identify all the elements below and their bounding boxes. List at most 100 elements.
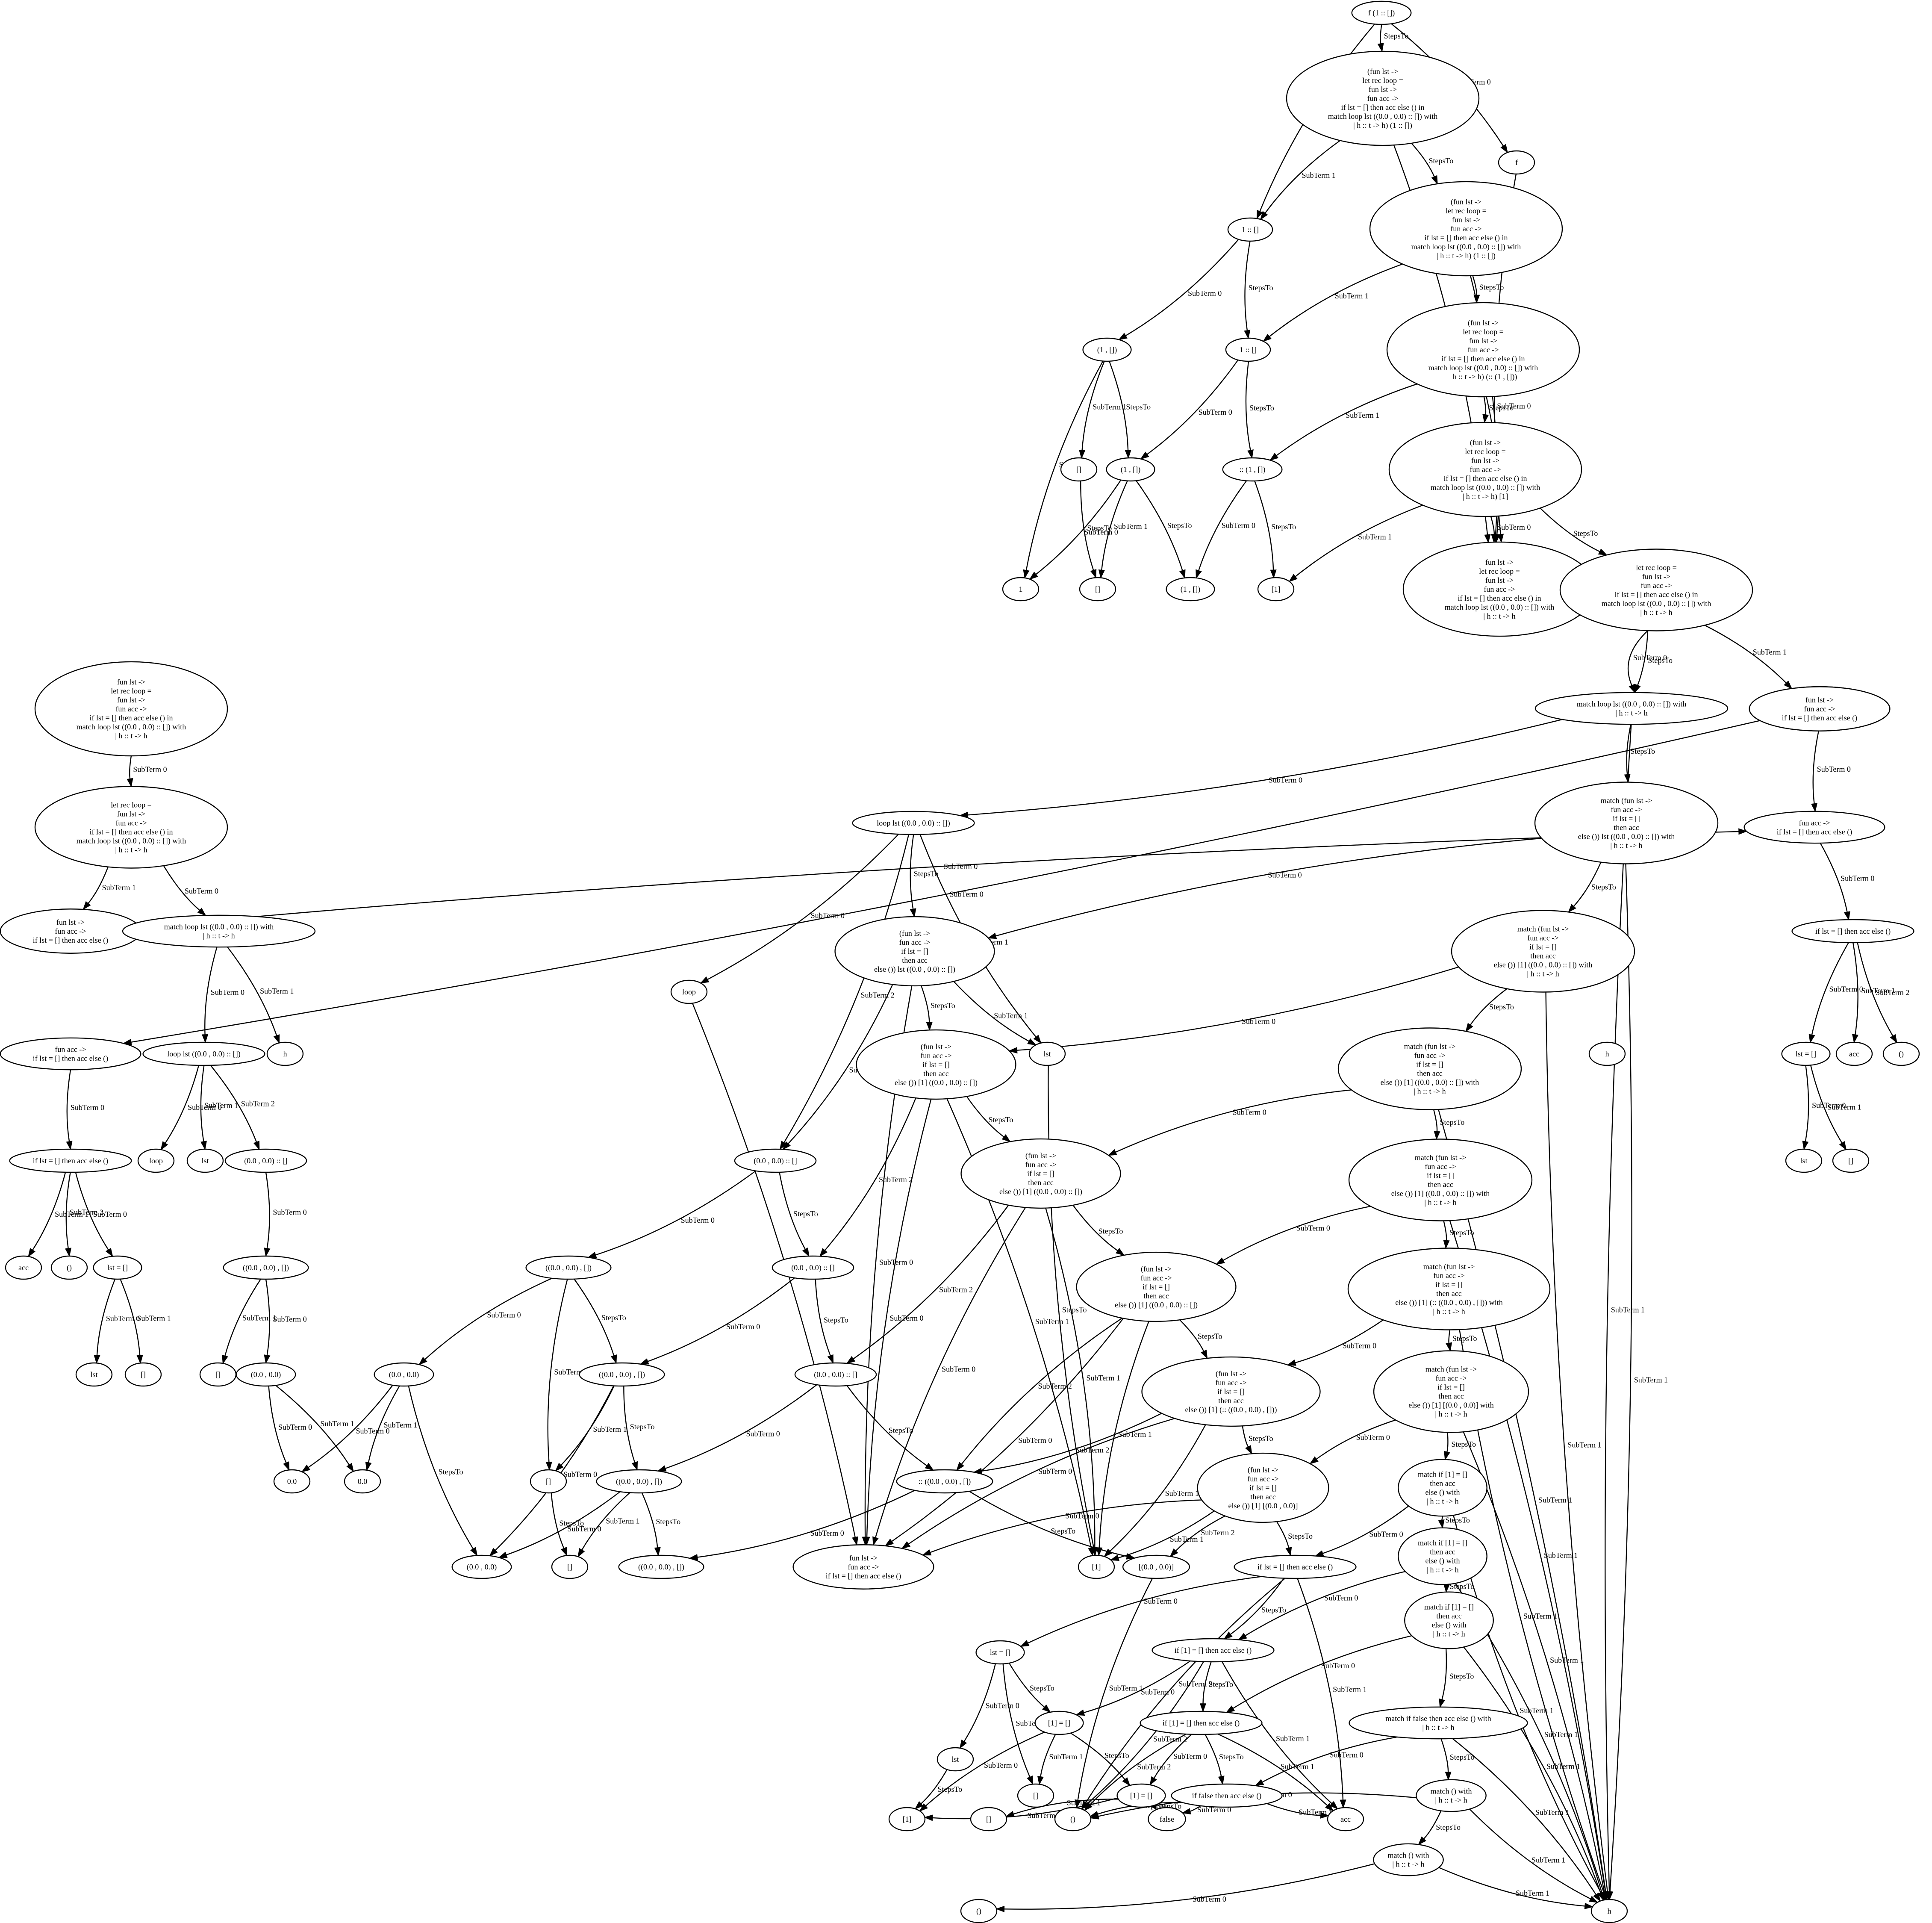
node-label-line: () xyxy=(1899,1050,1904,1059)
edge: StepsTo xyxy=(846,1385,934,1471)
edge: SubTerm 0 xyxy=(1255,1736,1398,1786)
edge-arrowhead xyxy=(577,1548,585,1557)
node-label-line: [1] xyxy=(1092,1563,1101,1571)
edge-line xyxy=(1115,1089,1352,1153)
graph-node: f xyxy=(1498,150,1535,175)
node-ellipse xyxy=(1017,1783,1054,1808)
edge-arrowhead xyxy=(959,1740,967,1749)
edge-arrowhead xyxy=(82,901,91,910)
edge-line xyxy=(224,1279,261,1356)
node-ellipse xyxy=(1060,457,1098,482)
edge: SubTerm 0 xyxy=(922,1499,1202,1556)
node-label-line: if [1] = [] then acc else () xyxy=(1163,1719,1240,1728)
edge: SubTerm 1 xyxy=(1221,1661,1338,1810)
node-label-line: if lst = [] xyxy=(1435,1280,1463,1289)
edge-line xyxy=(1077,1578,1153,1801)
edge-line xyxy=(1811,942,1849,1035)
edge: SubTerm 0 xyxy=(700,834,899,984)
node-label-line: () xyxy=(976,1907,981,1916)
edge-arrowhead xyxy=(28,1248,35,1257)
node-ellipse xyxy=(1386,302,1580,398)
edge-label: SubTerm 1 xyxy=(593,1425,627,1433)
edge-label: StepsTo xyxy=(1288,1532,1313,1540)
graph-node: fun lst ->fun acc ->if lst = [] then acc… xyxy=(792,1544,934,1590)
node-label-line: else ()) lst ((0.0 , 0.0) :: []) with xyxy=(1578,832,1675,841)
edge-line xyxy=(1490,516,1495,535)
edge-arrowhead xyxy=(1482,414,1489,424)
node-ellipse xyxy=(1337,1027,1522,1110)
node-label-line: if lst = [] then acc else () xyxy=(33,1156,109,1165)
edge: SubTerm 1 xyxy=(1262,263,1403,342)
edge-line xyxy=(1266,1803,1321,1816)
edge-arrowhead xyxy=(1037,1776,1044,1785)
edge: SubTerm 0 xyxy=(995,1863,1375,1912)
node-label-line: then acc xyxy=(1614,823,1639,832)
edge-arrowhead xyxy=(1444,1451,1450,1460)
edge-arrowhead xyxy=(924,1814,933,1821)
node-ellipse xyxy=(1559,549,1753,631)
node-label-line: fun acc -> xyxy=(1425,1162,1456,1171)
node-label-line: fun acc -> xyxy=(1215,1378,1246,1387)
edge: SubTerm 0 xyxy=(1490,516,1531,543)
edge-label: SubTerm 1 xyxy=(204,1101,238,1110)
edge-arrowhead xyxy=(160,1141,168,1150)
edge-arrowhead xyxy=(827,1354,834,1364)
node-label-line: match (fun lst -> xyxy=(1517,924,1569,933)
edge-label: SubTerm 1 xyxy=(1861,986,1895,995)
graph-node: if lst = [] then acc else () xyxy=(9,1148,132,1173)
node-ellipse xyxy=(1286,50,1480,146)
edge-label: StepsTo xyxy=(1030,1684,1054,1692)
node-label-line: then acc xyxy=(1436,1289,1461,1298)
node-ellipse xyxy=(344,1469,381,1494)
edge-arrowhead xyxy=(919,1803,928,1812)
node-label-line: let rec loop = xyxy=(111,687,152,695)
edge-line xyxy=(227,947,277,1036)
edge-label: SubTerm 0 xyxy=(889,1314,923,1322)
node-ellipse xyxy=(960,1899,998,1923)
edge-label: StepsTo xyxy=(656,1517,680,1526)
edge: StepsTo xyxy=(1254,481,1296,579)
edge-line xyxy=(787,984,893,1144)
edge-line xyxy=(1242,1426,1249,1447)
edge-label: SubTerm 0 xyxy=(984,1761,1018,1770)
edge: StepsTo xyxy=(815,1279,848,1364)
edge-arrowhead xyxy=(819,1248,828,1257)
edge-line xyxy=(96,1279,116,1356)
node-label-line: if lst = [] then acc else () in xyxy=(1424,233,1508,242)
node-ellipse xyxy=(186,1148,224,1173)
edge: SubTerm 0 xyxy=(1808,942,1863,1044)
graph-node: acc xyxy=(5,1255,42,1280)
edge: SubTerm 0 xyxy=(264,1172,307,1257)
node-label-line: fun acc -> xyxy=(1247,1475,1278,1483)
graph-node: [1] xyxy=(1257,577,1295,602)
node-label-line: fun acc -> xyxy=(55,1045,86,1053)
edge: SubTerm 1 xyxy=(577,1492,640,1557)
node-ellipse xyxy=(1534,782,1719,864)
node-label-line: (0.0 , 0.0) :: [] xyxy=(754,1156,797,1165)
edge: SubTerm 0 xyxy=(202,947,244,1044)
edge: SubTerm 0 xyxy=(94,1279,140,1364)
graph-node: f (1 :: []) xyxy=(1351,0,1412,25)
node-label-line: match loop lst ((0.0 , 0.0) :: []) with xyxy=(1328,112,1437,121)
edge-arrowhead xyxy=(1033,1035,1042,1044)
edge-label: StepsTo xyxy=(1489,404,1514,412)
edge-arrowhead xyxy=(1839,1141,1847,1150)
edge-arrowhead xyxy=(639,1358,649,1365)
edge-line xyxy=(1820,843,1848,912)
node-label-line: loop lst ((0.0 , 0.0) :: []) xyxy=(877,819,950,828)
graph-node: (fun lst ->fun acc ->if lst = []then acc… xyxy=(856,1029,1016,1100)
edge-label: StepsTo xyxy=(1429,156,1454,165)
edge: SubTerm 1 xyxy=(275,1385,354,1472)
graph-node: lst xyxy=(186,1148,224,1173)
edge: SubTerm 0 xyxy=(1811,731,1851,813)
edge: SubTerm 0 xyxy=(1287,1319,1384,1366)
edge-arrowhead xyxy=(1844,911,1850,921)
edge-label: SubTerm 1 xyxy=(1538,1495,1572,1504)
edge-line xyxy=(200,1065,205,1142)
edge-line xyxy=(165,1065,200,1144)
node-ellipse xyxy=(223,1255,309,1280)
edge-line xyxy=(1125,239,1239,336)
